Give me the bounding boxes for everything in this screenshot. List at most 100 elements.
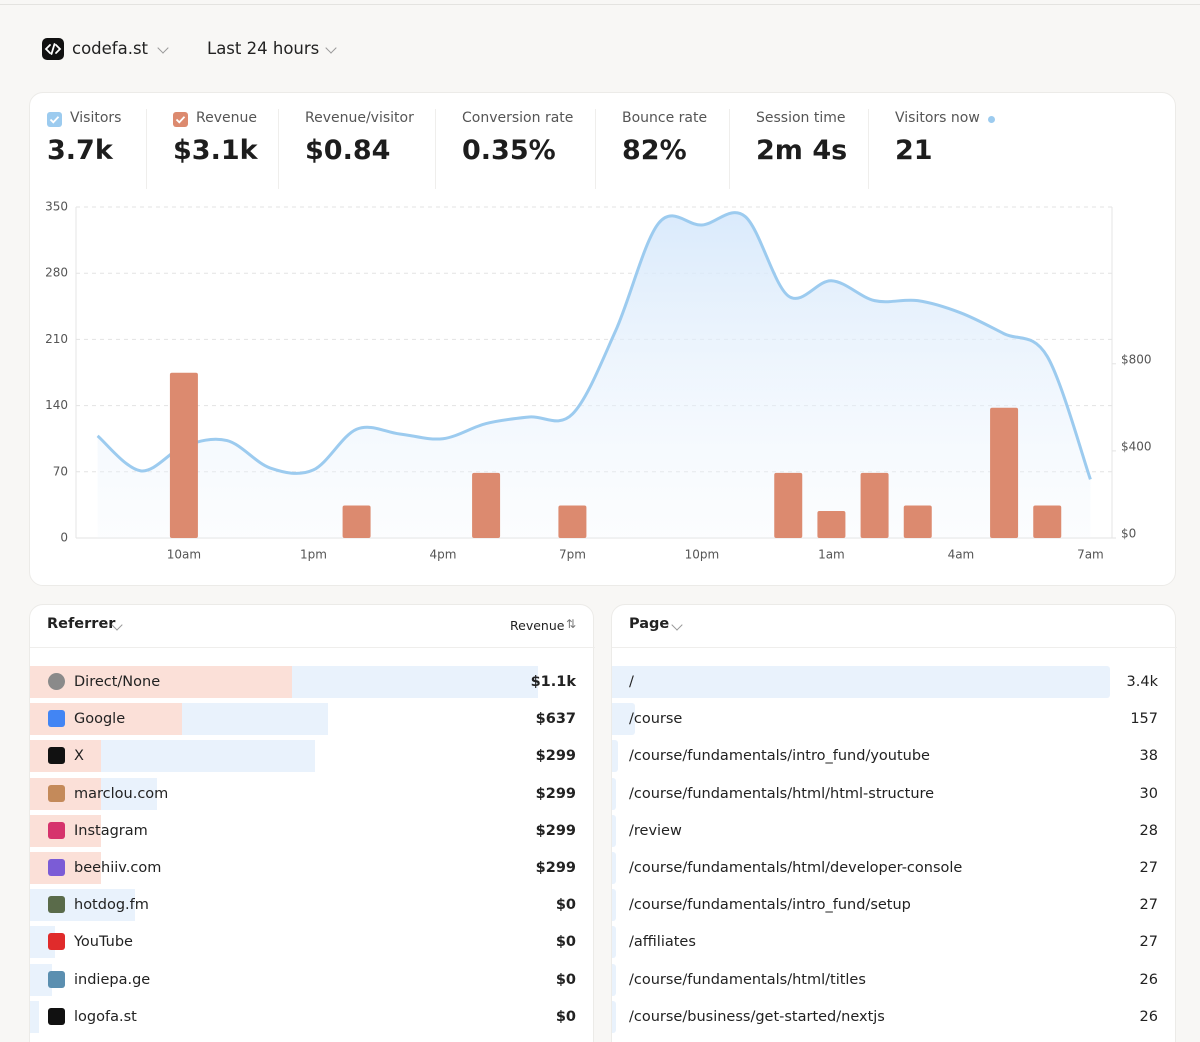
- revenue-bar: [860, 472, 889, 538]
- x-tick-label: 10am: [167, 548, 201, 562]
- page-visitors: 26: [1139, 1008, 1158, 1025]
- y2-tick-label: $0: [1121, 527, 1136, 541]
- page-title[interactable]: Page: [629, 616, 670, 632]
- referrer-card: Referrer Revenue ⇅ Direct/None $1.1k Googl…: [29, 604, 595, 1042]
- x-tick-label: 7pm: [559, 548, 586, 562]
- revenue-bar: [817, 510, 846, 538]
- referrer-revenue: $299: [535, 748, 576, 765]
- referrer-title[interactable]: Referrer: [47, 616, 116, 632]
- referrer-name[interactable]: Direct/None: [74, 674, 161, 690]
- referrer-name[interactable]: Google: [74, 711, 126, 728]
- x-tick-label: 1am: [818, 548, 845, 562]
- page-visitors: 3.4k: [1126, 674, 1158, 690]
- x-tick-label: 7am: [1077, 548, 1104, 562]
- page-path[interactable]: /course/fundamentals/html/developer-cons…: [629, 860, 963, 876]
- referrer-name[interactable]: YouTube: [74, 934, 133, 951]
- page-path[interactable]: /course: [629, 711, 683, 728]
- page-path[interactable]: /: [629, 674, 634, 690]
- page-path[interactable]: /course/fundamentals/html/html-structure: [629, 785, 935, 802]
- metric-value: 82%: [622, 135, 687, 166]
- referrer-revenue: $299: [535, 860, 576, 876]
- chevron: [671, 619, 683, 631]
- sort-icon[interactable]: ⇅: [566, 617, 577, 631]
- sort-label[interactable]: Revenue: [510, 618, 565, 633]
- referrer-name[interactable]: indiepa.ge: [74, 971, 151, 988]
- metric-checkbox[interactable]: [47, 112, 62, 127]
- page-visitors: 38: [1139, 748, 1158, 765]
- referrer-name[interactable]: Instagram: [74, 822, 148, 839]
- chart: 0 70 140 210 280 350 $0 $400 $800 10am 1pm 4pm 7pm 10…: [45, 200, 1152, 562]
- x-tick-label: 4am: [948, 548, 975, 562]
- referrer-icon: [48, 896, 65, 914]
- x-tick-label: 4pm: [429, 548, 456, 562]
- referrer-name[interactable]: marclou.com: [74, 785, 169, 802]
- revenue-bar: [30, 666, 292, 698]
- y2-tick-label: $800: [1121, 352, 1152, 366]
- visitors-bar: [612, 926, 616, 959]
- referrer-revenue: $0: [555, 934, 576, 951]
- page-visitors: 27: [1139, 860, 1158, 876]
- revenue-bar: [342, 505, 371, 538]
- metric-divider: [868, 109, 869, 189]
- metric-label: Visitors now: [895, 110, 980, 126]
- page-path[interactable]: /review: [629, 822, 682, 839]
- referrer-revenue: $637: [535, 711, 576, 728]
- range-selector[interactable]: Last 24 hours: [207, 39, 320, 58]
- revenue-bar: [472, 472, 501, 538]
- referrer-icon: [48, 1007, 65, 1025]
- page-path[interactable]: /course/business/get-started/nextjs: [629, 1008, 885, 1025]
- visitors-bar: [612, 963, 616, 996]
- metric-label: Revenue/visitor: [305, 110, 414, 126]
- page-path[interactable]: /course/fundamentals/intro_fund/setup: [629, 897, 911, 914]
- metric-label: Bounce rate: [622, 110, 708, 126]
- referrer-revenue: $299: [535, 785, 576, 802]
- visitors-bar: [612, 852, 616, 884]
- revenue-bar: [30, 777, 102, 810]
- metric-divider: [729, 109, 730, 189]
- y-tick-label: 210: [45, 332, 68, 346]
- referrer-revenue: $0: [555, 1008, 576, 1025]
- referrer-name[interactable]: X: [74, 748, 84, 765]
- page-path[interactable]: /affiliates: [629, 934, 696, 951]
- metric-divider: [278, 109, 279, 189]
- visitors-line: [96, 211, 1092, 480]
- live-dot: [988, 116, 995, 123]
- revenue-bar: [774, 472, 803, 538]
- referrer-name[interactable]: hotdog.fm: [74, 897, 149, 914]
- metric-label[interactable]: Revenue: [196, 110, 257, 126]
- main-card: 0 70 140 210 280 350 $0 $400 $800 10am 1pm 4pm 7pm 10…: [29, 92, 1176, 586]
- visitors-bar: [612, 703, 635, 736]
- metric-label[interactable]: Visitors: [70, 110, 122, 126]
- metric-divider: [595, 109, 596, 189]
- page-path[interactable]: /course/fundamentals/intro_fund/youtube: [629, 748, 930, 765]
- metric-checkbox[interactable]: [173, 112, 188, 127]
- y-tick-label: 0: [60, 531, 68, 545]
- chevron: [157, 42, 169, 54]
- page-visitors: 27: [1139, 897, 1158, 914]
- referrer-name[interactable]: logofa.st: [74, 1008, 137, 1025]
- page-card: Page / 3.4k/course 157/course/fundamentals…: [611, 604, 1177, 1042]
- referrer-revenue: $0: [555, 971, 576, 988]
- site-logo: [42, 38, 64, 60]
- metric-value: 2m 4s: [756, 135, 848, 166]
- referrer-icon: [48, 710, 65, 728]
- metric-divider: [146, 109, 147, 189]
- referrer-icon: [48, 747, 65, 765]
- y-tick-label: 350: [45, 200, 68, 214]
- metric-value: 21: [895, 135, 933, 166]
- header-divider: [612, 647, 1177, 648]
- referrer-name[interactable]: beehiiv.com: [74, 860, 162, 876]
- site-selector[interactable]: codefa.st: [72, 39, 149, 58]
- y2-tick-label: $400: [1121, 439, 1152, 453]
- page-path[interactable]: /course/fundamentals/html/titles: [629, 971, 866, 988]
- y-tick-label: 280: [45, 266, 68, 280]
- header-divider: [30, 647, 595, 648]
- metric-value: 3.7k: [47, 135, 113, 166]
- referrer-icon: [48, 784, 65, 802]
- referrer-icon: [48, 821, 65, 839]
- metric-value: $0.84: [305, 135, 391, 166]
- metric-value: 0.35%: [462, 135, 556, 166]
- metric-divider: [435, 109, 436, 189]
- referrer-icon: [48, 859, 65, 876]
